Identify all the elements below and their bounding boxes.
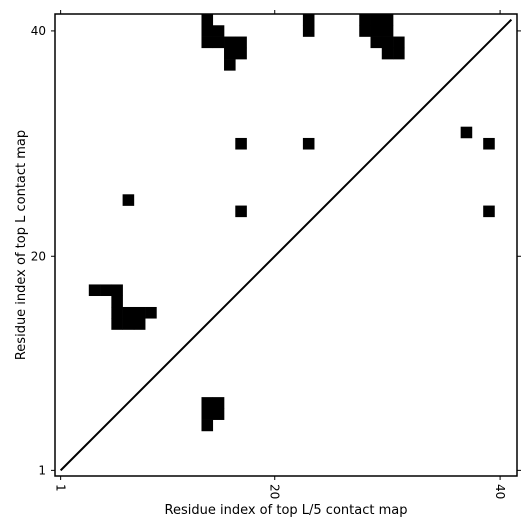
contact-cell: [201, 397, 214, 409]
x-tick-label: 20: [268, 484, 282, 499]
contact-cell: [212, 397, 225, 409]
x-tick-label: 1: [54, 484, 68, 492]
contact-cell: [100, 284, 112, 297]
contact-cell: [201, 408, 214, 420]
contact-cell: [111, 306, 123, 319]
contact-cell: [122, 306, 135, 319]
contact-cell: [235, 47, 247, 60]
contact-cell: [122, 318, 135, 330]
y-tick-label: 40: [31, 24, 46, 38]
contact-cell: [302, 25, 315, 37]
contact-cell: [381, 14, 394, 26]
contact-cell: [359, 25, 371, 37]
contact-cell: [302, 14, 315, 26]
contact-cell: [111, 295, 123, 308]
contact-cell: [359, 14, 371, 26]
y-axis-label: Residue index of top L contact map: [14, 130, 29, 360]
contact-cell: [88, 284, 101, 297]
diagonal-line: [59, 18, 513, 472]
contact-cell: [381, 25, 394, 37]
contact-cell: [201, 419, 214, 432]
contact-cell: [224, 36, 236, 49]
contact-cell: [302, 137, 315, 150]
contact-cell: [235, 137, 247, 150]
contact-cell: [212, 408, 225, 420]
contact-cells: [88, 14, 495, 432]
contact-cell: [483, 137, 495, 150]
contact-cell: [235, 36, 247, 49]
contact-cell: [212, 25, 225, 37]
contact-cell: [370, 36, 383, 49]
contact-cell: [133, 318, 146, 330]
contact-cell: [224, 59, 236, 71]
contact-cell: [201, 36, 214, 49]
axis-ticks: 1 20 40 1 20 40: [31, 10, 521, 499]
contact-cell: [133, 306, 146, 319]
y-tick-label: 1: [38, 463, 46, 477]
contact-cell: [460, 126, 473, 139]
contact-cell: [370, 25, 383, 37]
x-axis-label: Residue index of top L/5 contact map: [165, 503, 408, 518]
x-tick-label: 40: [493, 484, 507, 499]
contact-cell: [111, 284, 123, 297]
contact-cell: [224, 47, 236, 60]
contact-cell: [393, 36, 405, 49]
contact-cell: [212, 36, 225, 49]
contact-cell: [381, 36, 394, 49]
contact-cell: [235, 205, 247, 218]
contact-cell: [370, 14, 383, 26]
contact-cell: [122, 194, 135, 206]
contact-cell: [393, 47, 405, 60]
contact-cell: [111, 318, 123, 330]
contact-cell: [381, 47, 394, 60]
y-tick-label: 20: [31, 249, 46, 263]
contact-cell: [201, 14, 214, 26]
contact-cell: [145, 306, 157, 319]
plot-frame: [54, 13, 518, 477]
contact-cell: [483, 205, 495, 218]
contact-cell: [201, 25, 214, 37]
